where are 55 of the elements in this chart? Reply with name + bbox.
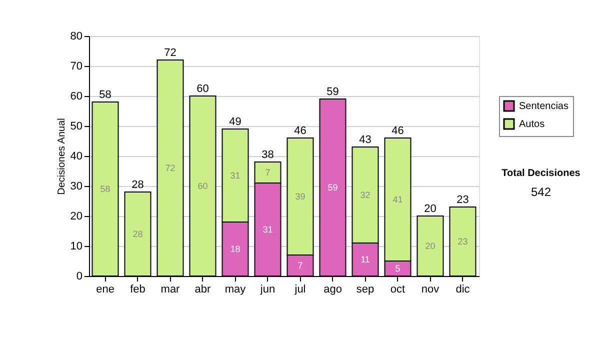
data-label: 31 [230,170,240,180]
total-label: 49 [229,116,242,128]
x-tick-label: feb [130,284,146,296]
x-tick-label: abr [194,284,212,296]
data-label: 58 [100,184,110,194]
total-label: 38 [262,149,274,161]
data-label: 72 [165,163,176,173]
data-label: 18 [230,244,240,254]
data-label: 7 [265,168,270,178]
y-tick-label: 60 [70,90,82,102]
data-label: 31 [262,224,273,234]
y-tick-label: 30 [70,180,82,192]
y-tick-label: 50 [70,120,82,132]
x-tick-label: jun [259,284,276,296]
data-label: 23 [458,236,468,246]
data-label: 39 [295,192,306,202]
x-tick-label: oct [390,284,406,296]
total-label: 43 [359,134,372,146]
legend-label: Autos [519,119,545,130]
total-label: 72 [164,47,176,59]
data-label: 5 [395,264,400,274]
y-axis-title: Decisiones Anual [56,118,68,195]
y-tick-label: 70 [70,60,82,72]
data-label: 7 [298,260,303,270]
y-tick-label: 80 [70,30,82,42]
data-label: 11 [360,254,370,264]
total-label: 46 [392,125,404,137]
x-tick-label: may [224,284,246,296]
total-label: 58 [99,89,112,101]
y-tick-label: 0 [76,270,82,282]
text: Total Decisiones [502,168,581,179]
x-tick-label: jul [294,284,306,296]
x-tick-label: nov [421,284,440,296]
x-tick-label: dic [456,284,470,296]
y-tick-label: 40 [70,150,82,162]
x-tick-label: ago [324,284,342,296]
y-tick-label: 20 [70,210,82,222]
x-tick-label: mar [160,284,180,296]
data-label: 60 [198,181,208,191]
data-label: 59 [328,182,338,192]
x-tick-label: ene [96,284,114,296]
total-label: 20 [424,203,436,215]
x-tick-label: sep [356,284,374,296]
total-label: 59 [326,86,339,98]
data-label: 20 [425,241,436,251]
total-label: 23 [456,194,469,206]
data-label: 41 [392,194,403,204]
y-tick-label: 10 [70,240,82,252]
total-label: 46 [294,125,306,137]
text: 542 [530,185,552,199]
total-label: 60 [196,83,209,95]
legend-label: Sentencias [519,101,568,112]
data-label: 32 [360,190,370,200]
data-label: 28 [132,229,143,239]
total-label: 28 [132,179,144,191]
